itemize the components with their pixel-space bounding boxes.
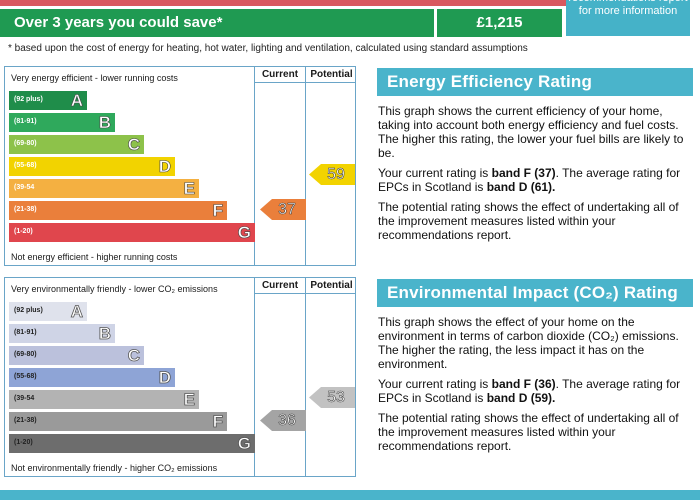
band-letter: C <box>127 346 140 366</box>
band-a: (92 plus) A <box>9 302 87 321</box>
header-divider <box>254 82 355 83</box>
band-letter: C <box>127 135 140 155</box>
energy-panel-potential-note: The potential rating shows the effect of… <box>378 200 679 242</box>
band-letter: D <box>158 157 171 177</box>
chart-bottom-caption: Not energy efficient - higher running co… <box>11 252 178 262</box>
potential-rating-arrow: 53 <box>309 387 355 408</box>
current-rating-arrow: 37 <box>260 199 306 220</box>
potential-column-header: Potential <box>310 280 353 291</box>
band-range: (81-91) <box>14 118 37 125</box>
energy-panel-text: This graph shows the current efficiency … <box>378 104 690 248</box>
band-range: (21-38) <box>14 417 37 424</box>
savings-amount: £1,215 <box>437 9 562 37</box>
current-column-header: Current <box>261 280 299 291</box>
current-rating-arrow: 36 <box>260 410 306 431</box>
environment-panel-title: Environmental Impact (CO₂) Rating <box>377 279 693 307</box>
potential-column-divider <box>305 67 306 265</box>
band-letter: F <box>212 201 223 221</box>
band-b: (81-91) B <box>9 113 115 132</box>
band-g: (1-20) G <box>9 434 255 453</box>
potential-column-divider <box>305 278 306 476</box>
savings-footnote: * based upon the cost of energy for heat… <box>8 43 528 54</box>
environment-panel-text: This graph shows the effect of your home… <box>378 315 690 459</box>
chart-top-caption: Very energy efficient - lower running co… <box>11 73 178 83</box>
band-f: (21-38) F <box>9 201 227 220</box>
band-range: (92 plus) <box>14 307 43 314</box>
band-c: (69-80) C <box>9 135 144 154</box>
band-letter: D <box>158 368 171 388</box>
chart-bottom-caption: Not environmentally friendly - higher CO… <box>11 463 218 473</box>
environmental-impact-chart: Current Potential Very environmentally f… <box>4 277 356 477</box>
band-range: (69-80) <box>14 351 37 358</box>
current-column-header: Current <box>261 69 299 80</box>
band-range: (39-54 <box>14 395 35 402</box>
current-column-divider <box>254 278 255 476</box>
potential-column-header: Potential <box>310 69 353 80</box>
header-divider <box>254 293 355 294</box>
energy-efficiency-chart: Current Potential Very energy efficient … <box>4 66 356 266</box>
band-c: (69-80) C <box>9 346 144 365</box>
band-f: (21-38) F <box>9 412 227 431</box>
band-a: (92 plus) A <box>9 91 87 110</box>
band-range: (69-80) <box>14 140 37 147</box>
environment-panel-description: This graph shows the effect of your home… <box>378 315 679 371</box>
band-letter: G <box>237 223 251 243</box>
band-range: (55-68) <box>14 162 37 169</box>
top-decorative-bar <box>0 0 576 6</box>
band-range: (55-68) <box>14 373 37 380</box>
band-letter: A <box>70 302 83 322</box>
energy-panel-description: This graph shows the current efficiency … <box>378 104 684 160</box>
environment-panel-current-rating: Your current rating is band F (36). The … <box>378 377 681 405</box>
band-d: (55-68) D <box>9 368 175 387</box>
band-range: (1-20) <box>14 439 33 446</box>
band-d: (55-68) D <box>9 157 175 176</box>
band-b: (81-91) B <box>9 324 115 343</box>
band-range: (92 plus) <box>14 96 43 103</box>
band-range: (81-91) <box>14 329 37 336</box>
band-range: (21-38) <box>14 206 37 213</box>
band-range: (39-54 <box>14 184 35 191</box>
band-letter: E <box>183 179 195 199</box>
band-letter: F <box>212 412 223 432</box>
next-section-header-bar <box>0 490 700 500</box>
band-letter: B <box>98 324 111 344</box>
current-column-divider <box>254 67 255 265</box>
energy-panel-title: Energy Efficiency Rating <box>377 68 693 96</box>
chart-top-caption: Very environmentally friendly - lower CO… <box>11 284 218 294</box>
band-e: (39-54 E <box>9 179 199 198</box>
environment-panel-potential-note: The potential rating shows the effect of… <box>378 411 679 453</box>
band-g: (1-20) G <box>9 223 255 242</box>
band-range: (1-20) <box>14 228 33 235</box>
savings-label: Over 3 years you could save* <box>0 9 434 37</box>
band-letter: E <box>183 390 195 410</box>
potential-rating-arrow: 59 <box>309 164 355 185</box>
band-letter: B <box>98 113 111 133</box>
energy-panel-current-rating: Your current rating is band F (37). The … <box>378 166 681 194</box>
recommendations-note: recommendations report for more informat… <box>566 0 690 36</box>
band-letter: G <box>237 434 251 454</box>
band-letter: A <box>70 91 83 111</box>
band-e: (39-54 E <box>9 390 199 409</box>
